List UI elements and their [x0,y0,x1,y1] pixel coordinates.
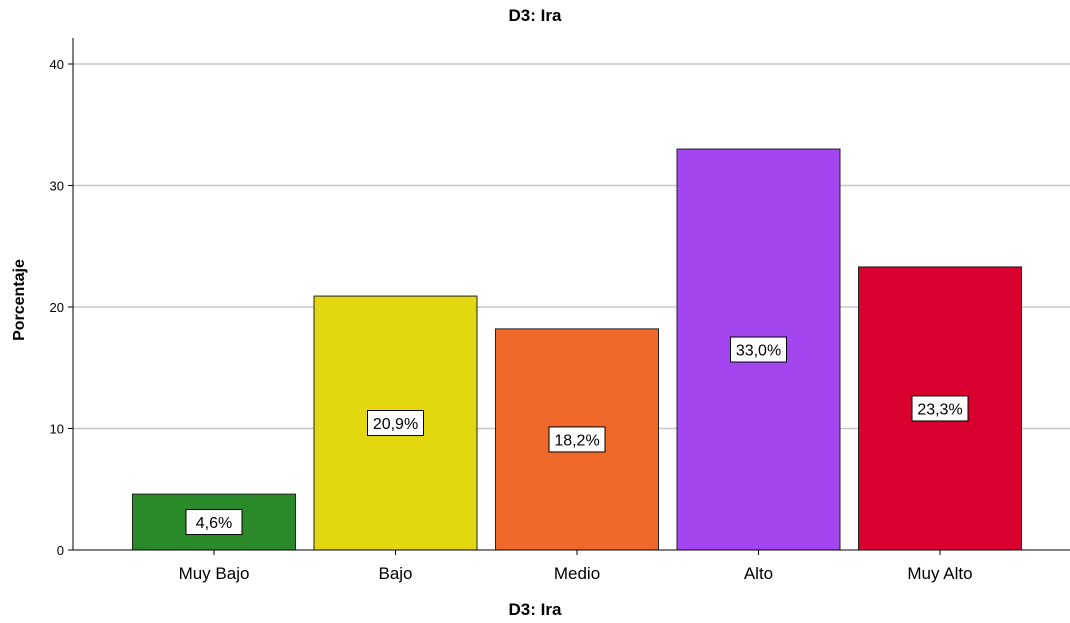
y-tick-label: 0 [57,543,64,558]
x-axis-categories: Muy Bajo Bajo Medio Alto Muy Alto [179,550,973,583]
y-tick-label: 40 [50,57,64,72]
data-label-box [367,410,424,437]
x-tick-label: Alto [744,564,773,583]
data-label: 23,3% [917,401,962,418]
data-label: 20,9% [373,416,418,433]
x-tick-label: Muy Bajo [179,564,250,583]
y-tick-label: 30 [50,179,64,194]
data-label-box [548,426,606,453]
y-tick-label: 20 [50,300,64,315]
x-tick-label: Medio [554,564,600,583]
data-label-box [911,395,969,422]
x-axis-label: D3: Ira [508,600,562,619]
data-label: 4,6% [196,515,232,532]
y-axis-ticks: 0 10 20 30 40 [50,57,73,558]
x-tick-label: Bajo [378,564,412,583]
data-label: 33,0% [736,343,781,360]
chart-title: D3: Ira [508,6,562,25]
y-tick-label: 10 [50,422,64,437]
data-label: 18,2% [554,432,599,449]
data-label-box [185,509,243,536]
bars: 4,6% 20,9% 18,2% 33,0% 23,3% [132,148,1022,551]
data-label-box [730,336,787,363]
x-tick-label: Muy Alto [907,564,972,583]
